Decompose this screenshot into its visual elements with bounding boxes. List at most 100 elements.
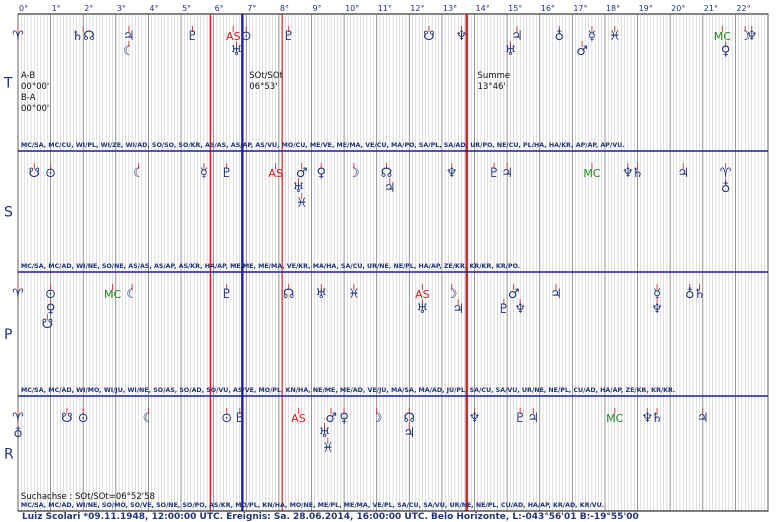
planet-glyph: ♇ [283, 29, 295, 44]
planet-glyph: ♅ [505, 44, 517, 59]
planet-glyph: ♇ [488, 166, 500, 181]
planet-glyph: ☊ [381, 166, 393, 181]
planet-glyph: ☋ [61, 411, 73, 426]
planet-glyph: AS [291, 412, 306, 425]
degree-label: 22° [736, 4, 750, 13]
planet-glyph: ♃ [527, 411, 539, 426]
row-letter: T [3, 76, 13, 92]
planet-glyph: MC [583, 167, 600, 180]
planet-glyph: MC [606, 412, 623, 425]
degree-label: 10° [345, 4, 359, 13]
planet-glyph: ⊙ [45, 287, 56, 302]
planet-glyph: ♄ [651, 411, 663, 426]
planet-glyph: ♇ [514, 411, 526, 426]
planet-glyph: ♆ [514, 302, 526, 317]
planet-glyph: ♄ [694, 287, 706, 302]
note-text: B-A [21, 93, 36, 103]
degree-label: 14° [476, 4, 490, 13]
footer-text: Luiz Scolari *09.11.1948, 12:00:00 UTC. … [22, 512, 639, 522]
row-letter: S [4, 205, 13, 221]
note-text: SOt/SOt [249, 71, 283, 81]
planet-glyph: ☾ [126, 287, 138, 302]
planet-glyph: MC [714, 30, 731, 43]
planet-glyph: ♃ [403, 426, 415, 441]
planet-glyph: ☿ [588, 29, 596, 44]
degree-label: 9° [312, 4, 321, 13]
planet-glyph: ☽ [739, 29, 751, 44]
planet-glyph: ♀ [46, 302, 56, 317]
planet-glyph: ♃ [452, 302, 464, 317]
midpoint-list: MC/SA, MC/CU, WI/PL, WI/ZE, WI/AD, SO/SO… [21, 142, 625, 149]
planet-glyph: ♆ [746, 29, 758, 44]
planet-glyph: ♇ [187, 29, 199, 44]
planet-glyph: ♇ [498, 302, 510, 317]
degree-label: 12° [410, 4, 424, 13]
note-text: 00°00' [21, 104, 49, 114]
planet-glyph: ♄☊ [72, 29, 95, 44]
planet-glyph: ♃ [677, 166, 689, 181]
planet-glyph: ♆ [622, 166, 634, 181]
degree-label: 13° [443, 4, 457, 13]
planet-glyph: ☋ [423, 29, 435, 44]
planet-glyph: ⊙ [241, 29, 252, 44]
degree-label: 8° [280, 4, 289, 13]
note-text: Suchachse : SOt/SOt=06°52'58 [21, 492, 155, 502]
degree-label: 4° [149, 4, 158, 13]
planet-glyph: ☊ [404, 411, 416, 426]
grid [17, 13, 769, 512]
labels: 0° 1° 2° 3° 4° 5° 6° 7° 8° 9° 10° 11° 12° 13° 14° 15° 16… [19, 4, 751, 13]
planet-glyph: ♆ [469, 411, 481, 426]
planet-glyph: ♅ [231, 44, 243, 59]
planet-glyph: ♅ [417, 302, 429, 317]
planet-glyph: ☽ [446, 287, 458, 302]
planet-glyph: ♂ [508, 287, 520, 302]
planet-glyph: ♁ [721, 181, 731, 196]
degree-label: 19° [639, 4, 653, 13]
planet-glyph: ♈ [12, 29, 24, 44]
note-text: Summe [478, 71, 511, 81]
planet-glyph: ☽ [348, 166, 360, 181]
planet-glyph: AS [415, 288, 430, 301]
note-text: 00°00' [21, 82, 49, 92]
planet-glyph: ♈ [12, 411, 24, 426]
midpoint-list: MC/SA, MC/AD, WI/MO, WI/JU, WI/NE, SO/AS… [21, 387, 675, 394]
planet-glyph: ♈ [12, 287, 24, 302]
degree-label: 17° [573, 4, 587, 13]
degree-label: 21° [704, 4, 718, 13]
planet-glyph: ☊ [283, 287, 295, 302]
planet-glyph: ☋ [42, 317, 54, 332]
planet-glyph: ♈ [720, 166, 732, 181]
degree-label: 18° [606, 4, 620, 13]
planet-glyph: ☋ [29, 166, 41, 181]
degree-label: 5° [182, 4, 191, 13]
degree-label: 20° [671, 4, 685, 13]
planet-glyph: AS [268, 167, 283, 180]
planet-glyph: ♃ [384, 181, 396, 196]
planet-glyph: ⊙ [221, 411, 232, 426]
planet-glyph: ♀ [339, 411, 349, 426]
degree-label: 1° [52, 4, 61, 13]
row-letter: P [4, 327, 12, 343]
degree-label: 0° [19, 4, 28, 13]
planet-glyph: ♓ [348, 287, 360, 302]
planet-glyph: ♃ [501, 166, 513, 181]
note-text: 06°53' [249, 82, 277, 92]
degree-label: 7° [247, 4, 256, 13]
planet-glyph: AS [226, 30, 241, 43]
planet-glyph: ☾ [143, 411, 155, 426]
planet-glyph: ♅ [293, 181, 305, 196]
planet-glyph: ♂ [325, 411, 337, 426]
planet-glyph: ♇ [221, 166, 233, 181]
planet-glyph: ♁ [685, 287, 695, 302]
planet-glyph: ♆ [446, 166, 458, 181]
note-text: A-B [21, 71, 35, 81]
planet-glyph: ♓ [296, 196, 308, 211]
planet-glyph: ☿ [653, 287, 661, 302]
planet-glyph: ♂ [296, 166, 308, 181]
planet-glyph: ♓ [609, 29, 621, 44]
planet-glyph: ♓ [322, 441, 334, 456]
planet-glyph: ♃ [550, 287, 562, 302]
planet-glyph: ♀ [721, 44, 731, 59]
planet-glyph: ♂ [576, 44, 588, 59]
